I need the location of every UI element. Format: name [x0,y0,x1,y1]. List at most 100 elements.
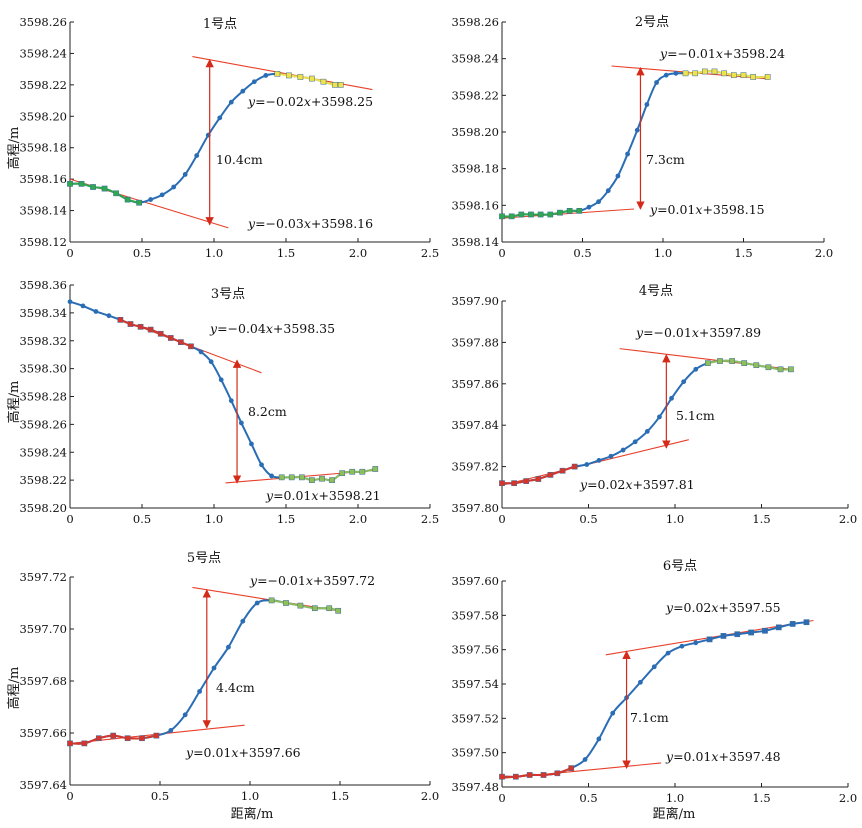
marker-point [359,468,366,475]
x-tick-label: 0.5 [133,512,151,526]
x-tick-label: 0.5 [579,791,597,805]
data-point [259,462,264,468]
data-point [226,644,231,650]
marker-point [499,213,505,220]
marker-point [117,316,124,323]
marker-point [67,740,73,747]
y-tick-label: 3598.26 [19,15,67,29]
marker-point [127,321,134,327]
x-tick-label: 0 [66,512,73,526]
marker-point [789,621,796,627]
marker-point [283,600,289,606]
y-tick-label: 3597.56 [451,643,499,657]
data-point [620,447,626,453]
x-tick-label: 0.5 [579,512,597,526]
y-tick-label: 3598.26 [19,417,67,431]
y-tick-label: 3597.64 [19,778,67,792]
x-tick-label: 0.5 [133,246,151,260]
marker-point [137,323,144,330]
data-point [673,70,679,76]
data-point [669,395,674,401]
y-tick-label: 3598.32 [19,334,67,348]
marker-point [554,770,561,777]
y-tick-label: 3598.34 [19,306,67,320]
data-point [238,420,244,426]
data-point [584,462,590,467]
marker-point [326,605,333,612]
marker-point [298,474,305,481]
chart-title: 2号点 [635,15,669,30]
marker-point [518,211,525,218]
y-tick-label: 3597.50 [451,746,499,760]
x-tick-label: 0 [498,791,505,805]
marker-point [557,209,563,216]
marker-point [730,72,737,79]
fit-equation-label: y=0.01x+3597.66 [185,745,301,760]
data-point [657,414,662,420]
marker-point [547,211,554,218]
marker-point [286,72,292,79]
y-tick-label: 3598.36 [19,278,67,292]
marker-point [268,597,275,604]
marker-point [188,343,194,350]
y-tick-label: 3597.60 [451,574,499,588]
y-tick-label: 3597.70 [19,622,67,636]
chart-title: 6号点 [663,559,697,574]
fit-line-upper [192,56,373,91]
marker-point [335,607,342,614]
data-point [582,757,588,762]
difference-label: 5.1cm [676,408,715,423]
marker-point [788,366,794,373]
x-tick-label: 0 [498,512,505,526]
data-point [625,151,630,157]
marker-point [320,78,327,85]
marker-point [90,184,96,190]
difference-label: 7.3cm [646,152,685,167]
fit-equation-label: y=0.01x+3598.21 [265,488,381,503]
y-tick-label: 3598.16 [451,198,499,212]
marker-point [682,70,689,77]
data-point [254,600,260,606]
marker-point [537,211,544,218]
x-tick-label: 1.5 [734,246,752,260]
marker-point [765,364,772,371]
y-tick-label: 3598.22 [19,473,67,487]
marker-point [535,476,542,482]
y-tick-label: 3598.24 [451,52,499,66]
marker-point [721,70,728,77]
x-axis-label: 距离/m [653,806,696,822]
data-point [596,736,602,742]
marker-point [337,82,344,88]
marker-point [499,480,505,487]
y-tick-label: 3597.90 [451,294,499,308]
chart-title: 5号点 [187,551,221,566]
marker-point [706,636,713,643]
data-point [93,309,99,314]
x-tick-label: 1.5 [277,512,295,526]
data-point [679,643,685,649]
marker-point [566,207,573,214]
fit-equation-label: y=−0.03x+3598.16 [247,216,373,231]
fit-equation-label: y=−0.01x+3598.24 [659,46,785,61]
marker-point [775,624,782,631]
data-point [651,664,657,670]
marker-point [511,480,517,487]
y-tick-label: 3598.20 [19,109,67,123]
marker-point [147,326,154,333]
x-tick-label: 1.0 [205,246,223,260]
marker-point [95,735,102,742]
marker-point [329,477,335,483]
fit-equation-label: y=0.01x+3597.48 [665,749,781,764]
marker-point [309,75,315,82]
marker-point [508,213,515,220]
chart-panel-4: 0 0.5 1.0 1.5 2.0 3597.80 3597.82 3597.84 3597.8… [451,284,857,526]
marker-point [124,196,131,203]
data-point [80,303,86,309]
marker-point [178,339,184,345]
data-point [693,640,699,646]
marker-point [803,619,810,626]
data-point [217,115,223,121]
data-point [665,650,671,656]
y-tick-label: 3598.20 [451,125,499,139]
y-axis-label: 高程/m [6,381,22,424]
